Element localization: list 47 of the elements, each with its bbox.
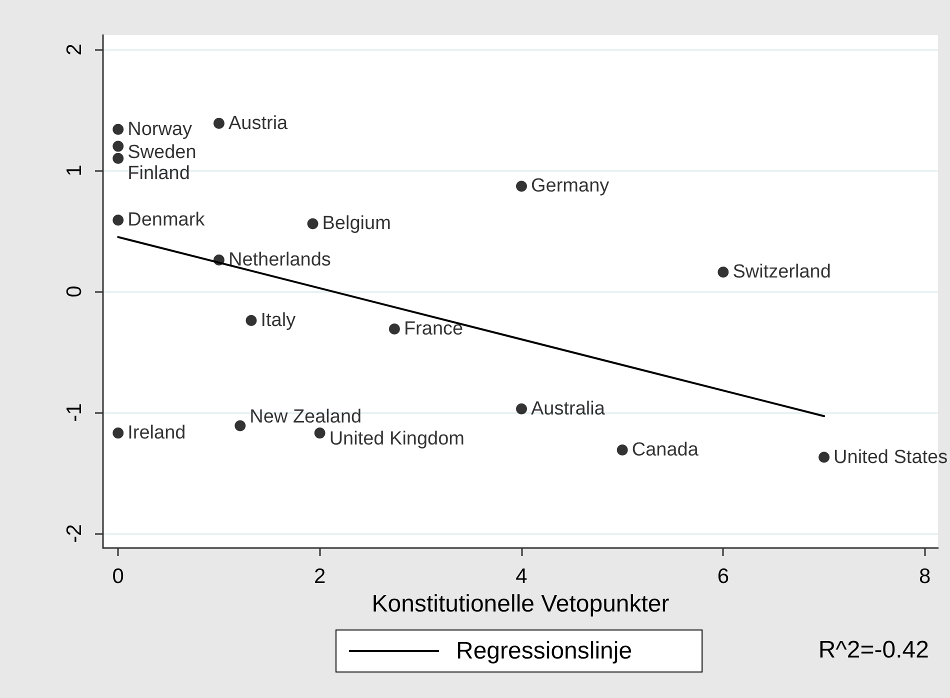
data-label: Switzerland (732, 262, 831, 283)
data-label: Finland (128, 162, 190, 184)
point (112, 428, 124, 439)
point (112, 152, 124, 164)
data-label: France (404, 318, 464, 340)
data-label: United States (834, 446, 948, 468)
point (516, 180, 528, 192)
y-tick-label: -1 (63, 403, 86, 422)
point (818, 452, 830, 463)
data-label: United Kingdom (329, 428, 465, 450)
point (307, 218, 318, 230)
x-tick-label: 6 (717, 565, 730, 588)
point (234, 420, 246, 432)
data-label: Germany (531, 176, 610, 197)
data-label: Denmark (128, 210, 206, 231)
point (213, 118, 224, 129)
point (213, 254, 224, 266)
text: R^2=-0.42 (818, 636, 930, 664)
point (718, 266, 729, 278)
data-label: Ireland (128, 422, 186, 444)
data-label: Netherlands (228, 250, 331, 271)
point (616, 444, 628, 456)
point (112, 140, 124, 152)
data-label: Australia (531, 398, 606, 420)
point (246, 315, 257, 326)
y-tick-label: -2 (63, 524, 86, 543)
point (314, 428, 326, 439)
x-tick-label: 0 (112, 565, 124, 588)
data-label: Norway (128, 118, 193, 140)
x-axis-title: Konstitutionelle Vetopunkter (372, 590, 670, 618)
data-label: Belgium (322, 213, 391, 234)
x-tick-label: 8 (919, 565, 931, 588)
data-label: Italy (260, 310, 296, 332)
point (388, 324, 400, 335)
data-label: Sweden (128, 142, 196, 163)
x-tick-label: 2 (314, 565, 326, 588)
point (112, 214, 124, 226)
point (112, 124, 124, 135)
y-tick-label: 1 (63, 164, 86, 176)
data-label: Austria (228, 112, 288, 134)
y-tick-label: 0 (63, 286, 86, 298)
x-tick-label: 4 (516, 565, 528, 588)
legend-label: Regressionslinje (456, 638, 632, 664)
point (516, 403, 528, 414)
y-tick-label: 2 (63, 44, 86, 56)
data-label: Canada (632, 440, 699, 460)
data-label: New Zealand (250, 406, 362, 428)
